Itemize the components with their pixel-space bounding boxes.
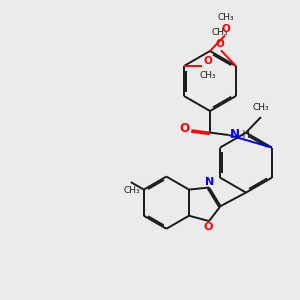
Text: O: O: [215, 39, 224, 50]
Text: O: O: [180, 122, 190, 135]
Text: O: O: [204, 222, 213, 232]
Text: CH₃: CH₃: [211, 28, 228, 37]
Text: O: O: [221, 24, 230, 34]
Text: CH₃: CH₃: [217, 13, 234, 22]
Text: CH₃: CH₃: [253, 103, 269, 112]
Text: CH₃: CH₃: [124, 186, 140, 195]
Text: N: N: [205, 177, 214, 187]
Text: N: N: [230, 128, 240, 142]
Text: -H: -H: [240, 130, 251, 140]
Text: CH₃: CH₃: [200, 71, 216, 80]
Text: O: O: [204, 56, 212, 67]
